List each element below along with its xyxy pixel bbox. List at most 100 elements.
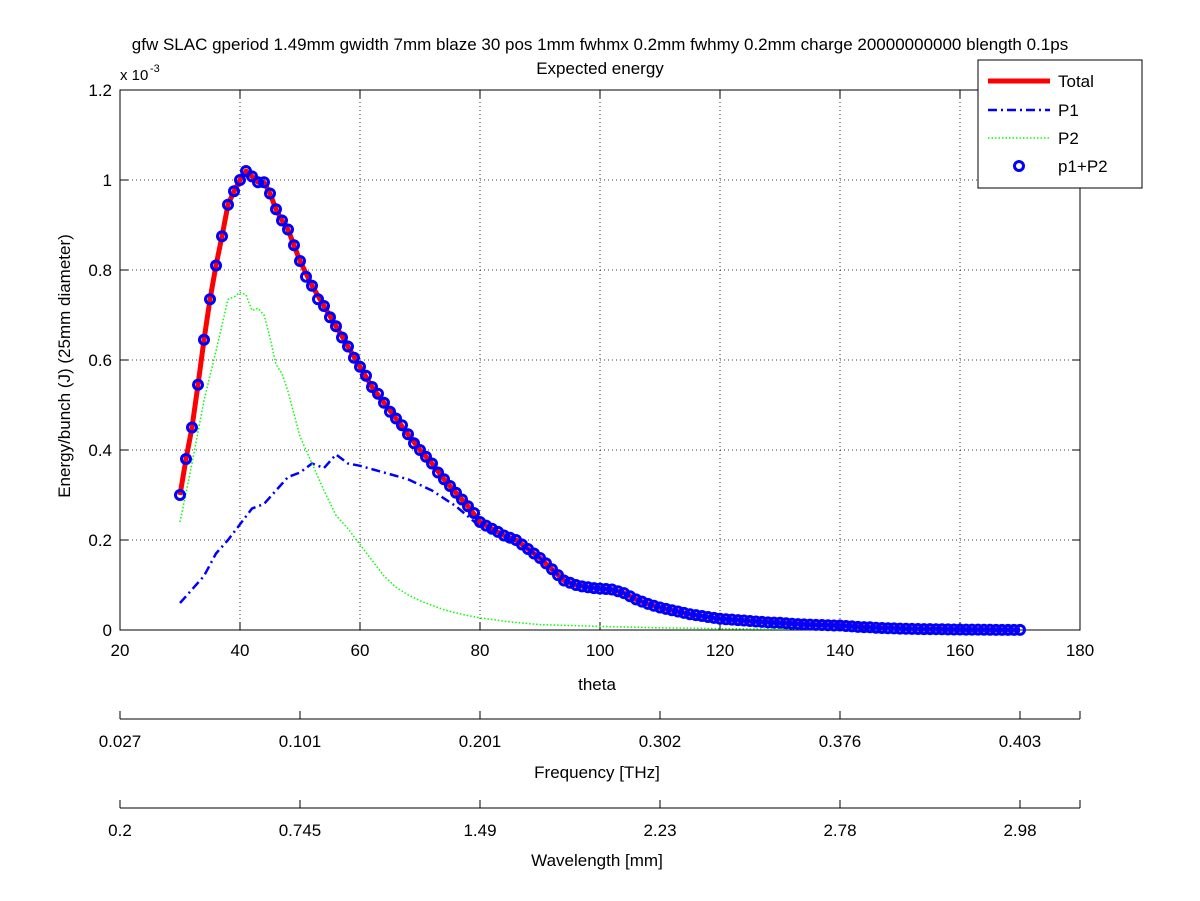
legend-label-p1-p2: p1+P2	[1058, 157, 1108, 176]
wavelength-axis: Wavelength [mm] 0.2 0.745 1.49 2.23 2.78 2.98	[108, 800, 1081, 870]
data-point-p1-p2	[414, 444, 426, 456]
data-point-p1-p2	[834, 619, 846, 632]
data-point-p1-p2	[888, 622, 900, 635]
frequency-tick-label: 0.376	[819, 732, 862, 751]
data-point-p1-p2	[1002, 623, 1014, 636]
data-point-p1-p2	[666, 604, 678, 617]
wavelength-axis-label: Wavelength [mm]	[531, 851, 663, 870]
data-point-p1-p2	[186, 421, 198, 434]
data-point-p1-p2	[672, 605, 684, 618]
data-point-p1-p2	[426, 457, 438, 470]
data-point-p1-p2	[330, 320, 342, 333]
data-point-p1-p2	[264, 187, 276, 200]
legend-label-p1: P1	[1058, 101, 1079, 120]
data-point-p1-p2	[318, 300, 330, 312]
data-point-p1-p2	[306, 279, 318, 292]
data-point-p1-p2	[660, 602, 672, 615]
data-point-p1-p2	[198, 333, 210, 346]
y-tick-label: 0	[103, 621, 112, 640]
data-point-p1-p2	[924, 623, 936, 636]
data-point-p1-p2	[396, 419, 408, 432]
data-point-p1-p2	[900, 622, 912, 635]
x-tick-label: 20	[111, 641, 130, 660]
data-point-p1-p2	[960, 623, 972, 636]
data-point-p1-p2	[354, 360, 366, 373]
data-point-p1-p2	[906, 622, 918, 635]
y-exponent-base: x 10	[120, 67, 148, 84]
wavelength-tick-label: 1.49	[463, 821, 496, 840]
axis-ticks: 20 40 60 80 100 120 140 160 180 0 0.2 0.4 0.6 0.8 1 1.2	[88, 81, 1094, 660]
series-layer	[174, 165, 1026, 636]
data-point-p1-p2	[594, 582, 606, 595]
legend-label-p2: P2	[1058, 129, 1079, 148]
x-tick-label: 100	[586, 641, 614, 660]
data-point-p1-p2	[600, 583, 612, 596]
data-point-p1-p2	[546, 563, 558, 576]
data-point-p1-p2	[642, 597, 654, 610]
x-tick-label: 60	[351, 641, 370, 660]
data-point-p1-p2	[204, 293, 216, 306]
data-point-p1-p2	[1014, 623, 1026, 636]
data-point-p1-p2	[972, 623, 984, 636]
frequency-tick-label: 0.027	[99, 732, 142, 751]
data-point-p1-p2	[606, 583, 618, 596]
data-point-p1-p2	[648, 599, 660, 612]
legend: Total P1 P2 p1+P2	[977, 59, 1143, 189]
data-point-p1-p2	[690, 609, 702, 622]
data-point-p1-p2	[360, 369, 372, 382]
data-point-p1-p2	[630, 593, 642, 606]
data-point-p1-p2	[456, 493, 468, 506]
data-point-p1-p2	[864, 621, 876, 634]
data-point-p1-p2	[432, 466, 444, 479]
data-point-p1-p2	[246, 170, 258, 183]
data-point-p1-p2	[336, 331, 348, 344]
data-point-p1-p2	[798, 618, 810, 631]
data-point-p1-p2	[738, 614, 750, 627]
data-point-p1-p2	[678, 606, 690, 619]
data-point-p1-p2	[444, 480, 456, 492]
data-point-p1-p2	[180, 453, 192, 465]
data-point-p1-p2	[654, 601, 666, 614]
data-point-p1-p2	[420, 450, 432, 463]
data-point-p1-p2	[912, 623, 924, 636]
y-tick-label: 0.2	[88, 531, 112, 550]
data-point-p1-p2	[846, 620, 858, 633]
data-point-p1-p2	[954, 623, 966, 636]
data-point-p1-p2	[990, 623, 1002, 636]
data-point-p1-p2	[192, 378, 204, 391]
data-point-p1-p2	[936, 623, 948, 636]
legend-label-total: Total	[1058, 72, 1094, 91]
data-point-p1-p2	[870, 621, 882, 634]
data-point-p1-p2	[372, 387, 384, 400]
data-point-p1-p2	[978, 623, 990, 636]
data-point-p1-p2	[804, 618, 816, 631]
wavelength-tick-label: 0.745	[279, 821, 322, 840]
data-point-p1-p2	[948, 623, 960, 636]
data-point-p1-p2	[696, 610, 708, 623]
y-tick-label: 1	[103, 171, 112, 190]
frequency-tick-label: 0.101	[279, 732, 322, 751]
data-point-p1-p2	[282, 223, 294, 236]
data-point-p1-p2	[408, 437, 420, 450]
data-point-p1-p2	[828, 619, 840, 632]
data-point-p1-p2	[942, 623, 954, 636]
data-point-p1-p2	[504, 531, 516, 544]
data-point-p1-p2	[840, 619, 852, 632]
chart-title: gfw SLAC gperiod 1.49mm gwidth 7mm blaze…	[132, 35, 1068, 54]
data-point-p1-p2	[1008, 623, 1020, 636]
x-tick-label: 180	[1066, 641, 1094, 660]
data-point-p1-p2	[588, 582, 600, 595]
data-point-p1-p2	[378, 396, 390, 409]
data-point-p1-p2	[468, 507, 480, 519]
data-point-p1-p2	[702, 610, 714, 623]
series-p1-p2-markers	[174, 165, 1026, 636]
data-point-p1-p2	[774, 616, 786, 629]
data-point-p1-p2	[750, 615, 762, 628]
data-point-p1-p2	[366, 381, 378, 393]
chart-subtitle: Expected energy	[536, 59, 664, 78]
data-point-p1-p2	[294, 255, 306, 267]
frequency-tick-label: 0.302	[639, 732, 682, 751]
x-tick-label: 160	[946, 641, 974, 660]
data-point-p1-p2	[732, 614, 744, 627]
